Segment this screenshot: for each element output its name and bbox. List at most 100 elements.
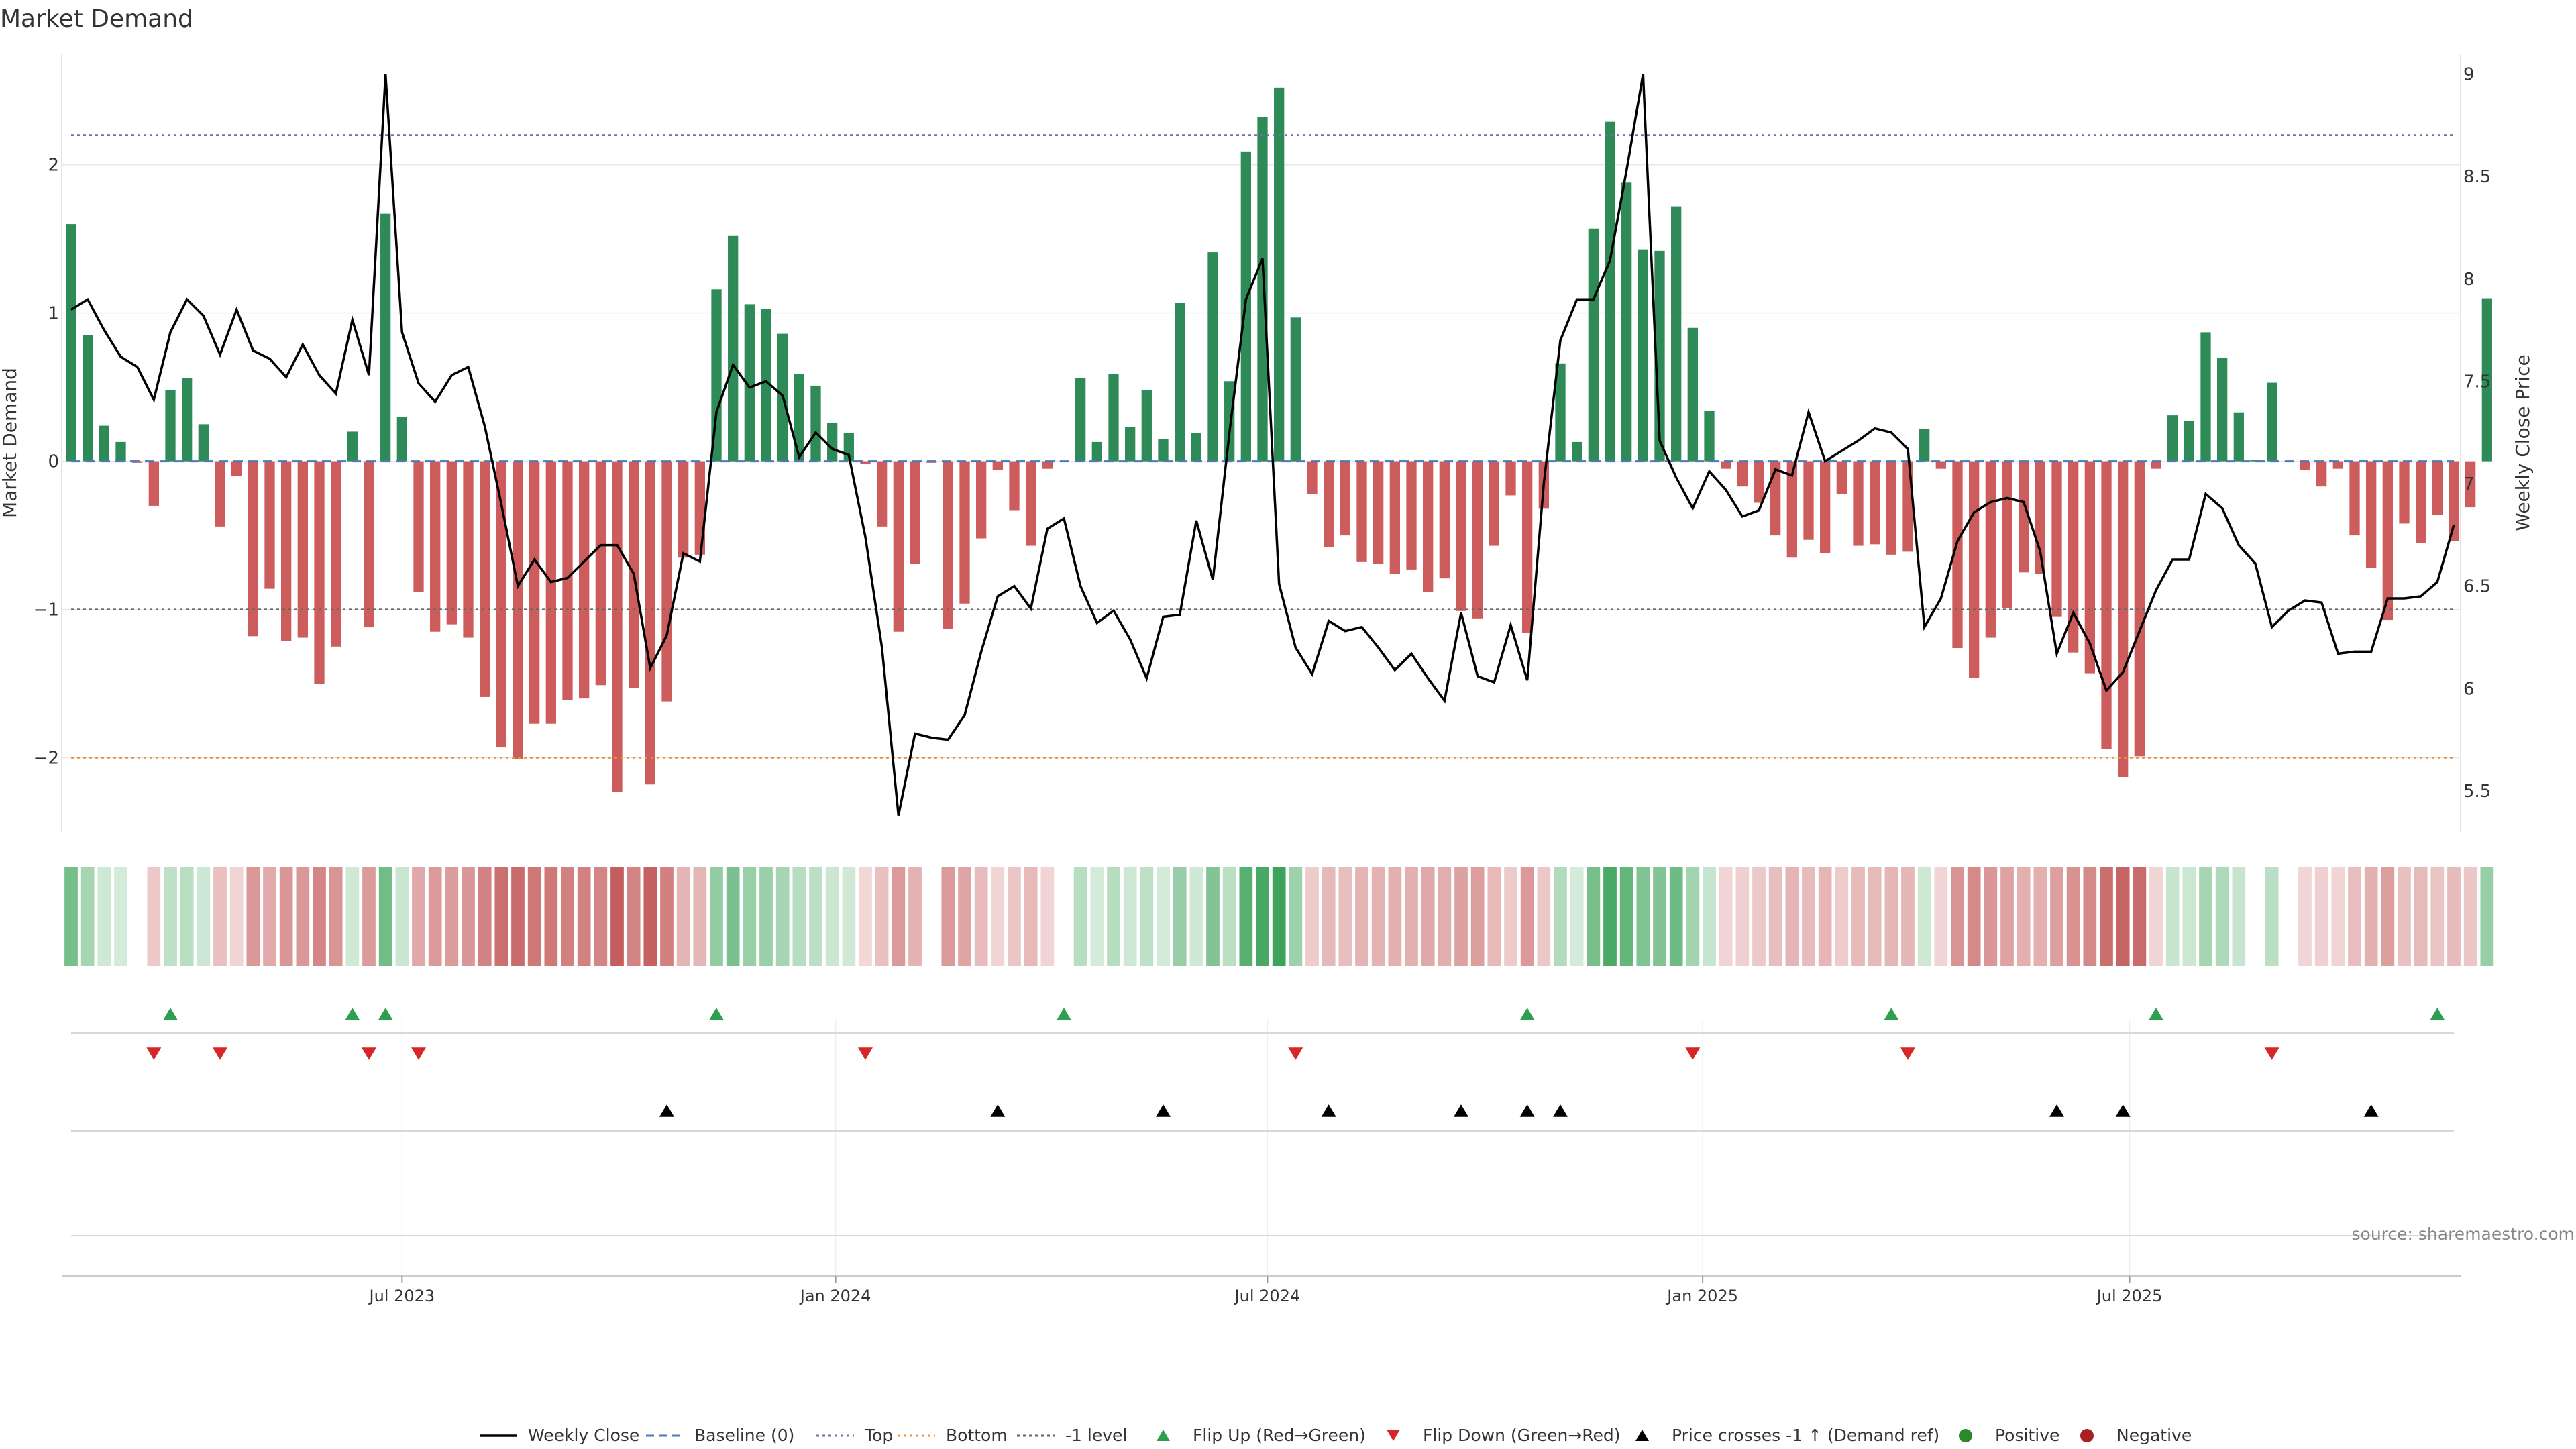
positive-bar <box>198 424 209 462</box>
heat-cell <box>544 867 558 966</box>
positive-bar <box>1091 441 1102 462</box>
positive-bar <box>1075 378 1086 462</box>
positive-bar <box>347 431 358 462</box>
heat-cell <box>743 867 757 966</box>
negative-bar <box>2332 461 2343 469</box>
positive-bar <box>1175 303 1185 462</box>
heat-cell <box>941 867 955 966</box>
x-tick-label: Jul 2024 <box>1234 1287 1301 1305</box>
y-tick-left: −1 <box>34 600 59 621</box>
heat-cell <box>1703 867 1716 966</box>
negative-bar <box>281 461 292 641</box>
y-axis-left-ticks: 2 1 0 −1 −2 <box>34 156 59 769</box>
positive-bar <box>1605 121 1615 462</box>
negative-bar <box>2465 461 2476 508</box>
heat-cell <box>1189 867 1203 966</box>
flip-up-marker <box>345 1008 360 1020</box>
heat-cell <box>1438 867 1452 966</box>
heat-cell <box>1454 867 1468 966</box>
heat-cell <box>2463 867 2477 966</box>
heat-cell <box>842 867 856 966</box>
heat-cell <box>2447 867 2461 966</box>
x-tick-label: Jul 2023 <box>368 1287 435 1305</box>
negative-bar <box>2134 461 2145 757</box>
flip-down-marker <box>1288 1047 1303 1060</box>
flip-down-marker <box>146 1047 162 1060</box>
heat-cell <box>726 867 740 966</box>
flip-up-marker <box>709 1008 724 1020</box>
heat-cell <box>2314 867 2328 966</box>
negative-bar <box>1886 461 1896 555</box>
y-tick-left: 1 <box>48 304 59 324</box>
heat-cell <box>2133 867 2147 966</box>
legend-label: Weekly Close <box>528 1426 639 1445</box>
positive-bar <box>1108 374 1119 462</box>
heat-cell <box>412 867 425 966</box>
negative-bar <box>1505 461 1516 496</box>
heat-cell <box>1487 867 1501 966</box>
negative-bar <box>2051 461 2062 617</box>
heat-cell <box>80 867 95 966</box>
positive-bar <box>2217 357 2228 462</box>
y-tick-right: 6.5 <box>2463 577 2491 597</box>
heat-cell <box>213 867 227 966</box>
heat-cell <box>1686 867 1700 966</box>
negative-bar <box>529 461 540 724</box>
flip-down-marker <box>362 1047 376 1060</box>
positive-bar <box>182 378 193 462</box>
negative-bar <box>2151 461 2161 469</box>
heat-cell <box>1222 867 1236 966</box>
heat-cell <box>1554 867 1567 966</box>
negative-bar <box>992 461 1003 470</box>
positive-bar <box>2200 332 2211 462</box>
heat-cell <box>1520 867 1534 966</box>
heat-cell <box>892 867 906 966</box>
negative-bar <box>2101 461 2112 749</box>
negative-bar <box>1489 461 1499 546</box>
negative-bar <box>2316 461 2327 487</box>
negative-bar <box>595 461 606 686</box>
heat-cell <box>2265 867 2279 966</box>
positive-bar <box>761 309 771 462</box>
negative-bar <box>910 461 920 564</box>
positive-bar <box>380 213 391 462</box>
heat-cell <box>1619 867 1633 966</box>
price-cross-marker <box>1553 1104 1568 1117</box>
heat-cell <box>114 867 127 966</box>
negative-bar <box>893 461 904 632</box>
heat-cell <box>1107 867 1120 966</box>
y-tick-right: 7.5 <box>2463 372 2491 392</box>
heat-cell <box>1024 867 1038 966</box>
heat-cell <box>2414 867 2428 966</box>
flip-down-marker <box>411 1047 426 1060</box>
heat-cell <box>859 867 872 966</box>
negative-bar <box>1406 461 1417 570</box>
demand-bars <box>66 87 2492 792</box>
heat-cell <box>1752 867 1766 966</box>
negative-bar <box>976 461 987 539</box>
heat-cell <box>345 867 360 966</box>
positive-bar <box>1704 411 1715 462</box>
legend-label: Price crosses -1 ↑ (Demand ref) <box>1672 1426 1939 1445</box>
heat-cell <box>561 867 574 966</box>
heat-cell <box>1984 867 1998 966</box>
heat-cell <box>1206 867 1220 966</box>
positive-bar <box>1588 228 1599 462</box>
negative-bar <box>331 461 341 647</box>
positive-bar <box>1274 87 1285 462</box>
negative-bar <box>480 461 490 697</box>
heat-cell <box>693 867 707 966</box>
heat-cell <box>478 867 492 966</box>
y-tick-left: 2 <box>48 156 59 176</box>
positive-bar <box>1919 429 1930 462</box>
price-cross-marker <box>1321 1104 1336 1117</box>
heat-cell <box>1040 867 1055 966</box>
negative-bar <box>148 461 159 506</box>
heat-cell <box>2298 867 2312 966</box>
negative-bar <box>2432 461 2443 515</box>
negative-bar <box>248 461 258 637</box>
negative-bar <box>545 461 556 724</box>
legend-label: Flip Up (Red→Green) <box>1193 1426 1366 1445</box>
positive-bar <box>115 441 126 462</box>
